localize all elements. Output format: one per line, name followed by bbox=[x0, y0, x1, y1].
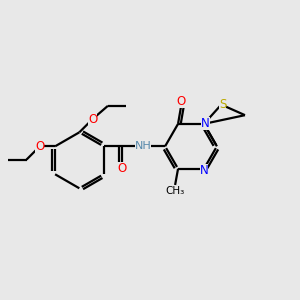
Text: S: S bbox=[219, 98, 226, 111]
Text: O: O bbox=[117, 162, 126, 175]
Text: O: O bbox=[176, 95, 186, 108]
Text: O: O bbox=[35, 140, 44, 153]
Text: CH₃: CH₃ bbox=[166, 186, 185, 197]
Text: NH: NH bbox=[135, 141, 152, 151]
Text: N: N bbox=[201, 117, 210, 130]
Text: O: O bbox=[88, 112, 97, 126]
Text: N: N bbox=[200, 164, 208, 177]
